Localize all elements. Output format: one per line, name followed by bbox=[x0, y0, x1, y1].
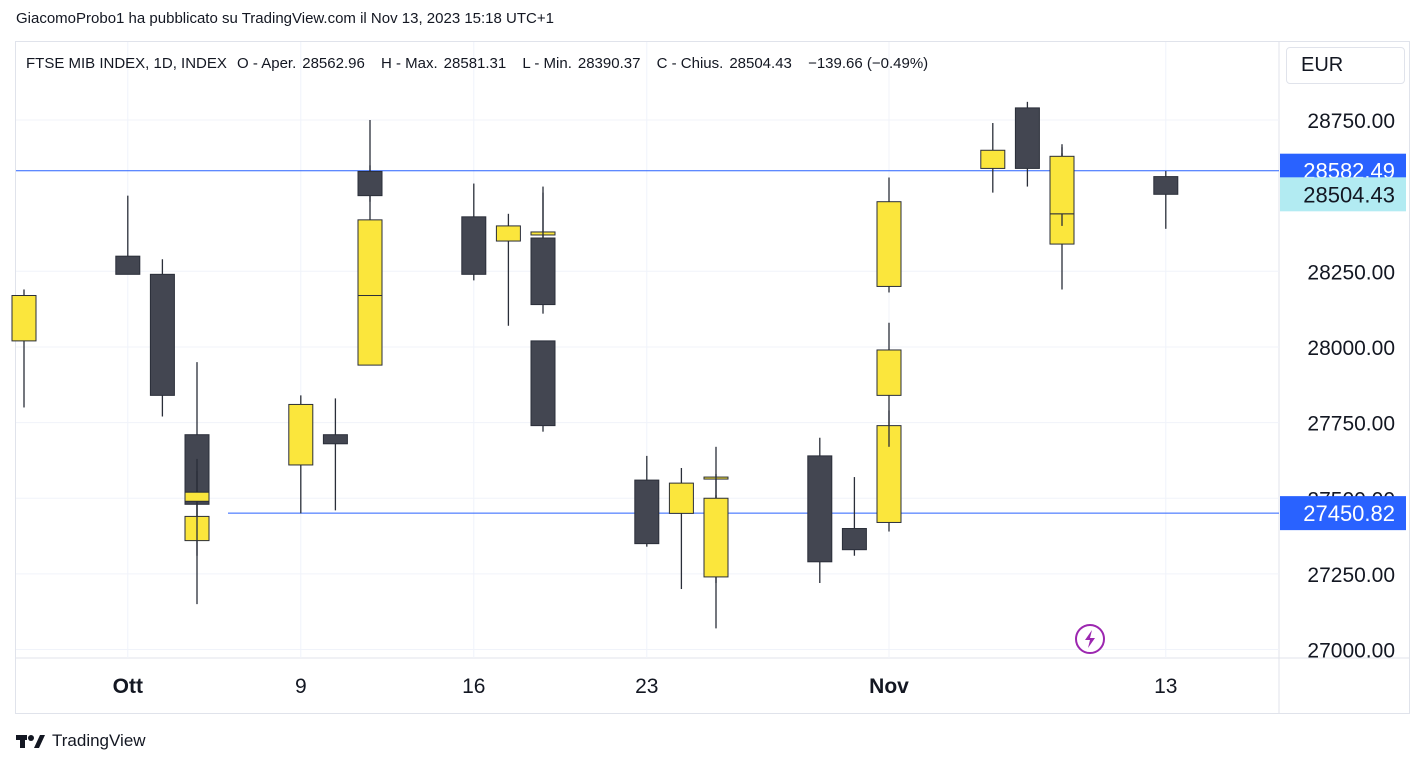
candle bbox=[1014, 101, 1040, 187]
time-tick-label: Nov bbox=[869, 675, 909, 698]
candle-body bbox=[530, 340, 556, 427]
candle bbox=[1049, 147, 1075, 226]
open-label: O - Aper. 28562.96 bbox=[237, 55, 365, 72]
candle-body bbox=[876, 425, 902, 523]
candle-body bbox=[1153, 176, 1179, 195]
chart-frame bbox=[15, 41, 1410, 714]
ohlc-legend: FTSE MIB INDEX, 1D, INDEX O - Aper. 28562… bbox=[26, 55, 934, 72]
currency-selector[interactable]: EUR bbox=[1286, 47, 1405, 84]
price-tick-label: 28750.00 bbox=[1307, 110, 1395, 133]
candle bbox=[184, 458, 210, 556]
candles bbox=[11, 101, 1179, 629]
candle-body bbox=[495, 225, 521, 242]
price-tick-label: 28250.00 bbox=[1307, 261, 1395, 284]
candle bbox=[1153, 171, 1179, 229]
price-tick-label: 28000.00 bbox=[1307, 337, 1395, 360]
grid-lines bbox=[16, 42, 1409, 713]
candle-body bbox=[1049, 155, 1075, 215]
candle-body bbox=[530, 237, 556, 306]
candle bbox=[115, 195, 141, 275]
candle-body bbox=[876, 201, 902, 287]
candle bbox=[149, 259, 175, 417]
candle-body bbox=[634, 479, 660, 545]
candle bbox=[841, 477, 867, 556]
last-price-tag-label: 28504.43 bbox=[1303, 182, 1395, 207]
symbol-label[interactable]: FTSE MIB INDEX, 1D, INDEX bbox=[26, 55, 227, 72]
candle bbox=[876, 410, 902, 532]
candle-body bbox=[357, 219, 383, 297]
candle bbox=[288, 395, 314, 514]
lightning-icon[interactable] bbox=[1075, 624, 1105, 654]
last-price-tag: 28504.43 bbox=[1280, 177, 1406, 212]
candle bbox=[530, 192, 556, 314]
candle-body bbox=[11, 295, 37, 342]
candle bbox=[357, 165, 383, 297]
high-label: H - Max. 28581.31 bbox=[381, 55, 507, 72]
price-tick-label: 27750.00 bbox=[1307, 413, 1395, 436]
candle bbox=[980, 123, 1006, 193]
time-tick-label: 13 bbox=[1154, 675, 1177, 698]
time-axis: Ott 9 16 23 Nov 13 bbox=[113, 675, 1178, 698]
time-tick-label: Ott bbox=[113, 675, 143, 698]
time-tick-label: 16 bbox=[462, 675, 485, 698]
candle-body bbox=[461, 216, 487, 275]
hline-price-tag: 27450.82 bbox=[1280, 496, 1406, 531]
candle-body bbox=[980, 149, 1006, 169]
brand-name: TradingView bbox=[52, 731, 146, 750]
candle-body bbox=[807, 455, 833, 563]
candle-body bbox=[668, 482, 694, 514]
hline-price-tag-label: 27450.82 bbox=[1303, 501, 1395, 526]
candle-body bbox=[149, 273, 175, 396]
candle-body bbox=[357, 170, 383, 197]
candle-body bbox=[1014, 107, 1040, 169]
candle bbox=[11, 289, 37, 408]
time-tick-label: 23 bbox=[635, 675, 658, 698]
candle-body bbox=[115, 255, 141, 275]
candle bbox=[634, 455, 660, 547]
tradingview-logo[interactable]: TradingView bbox=[16, 731, 146, 751]
candle bbox=[530, 340, 556, 432]
candle bbox=[322, 398, 348, 511]
publish-info: GiacomoProbo1 ha pubblicato su TradingVi… bbox=[16, 10, 554, 27]
candle bbox=[876, 322, 902, 447]
candle bbox=[703, 474, 729, 629]
price-tick-label: 27250.00 bbox=[1307, 564, 1395, 587]
candle-body bbox=[876, 349, 902, 396]
change-label: −139.66 (−0.49%) bbox=[808, 55, 929, 72]
candle bbox=[668, 467, 694, 590]
tradingview-icon bbox=[16, 735, 45, 748]
candle-body bbox=[703, 497, 729, 578]
time-tick-label: 9 bbox=[295, 675, 307, 698]
last-price-tag-bg bbox=[1280, 177, 1406, 212]
hline-price-tag-bg bbox=[1280, 496, 1406, 531]
candle bbox=[461, 183, 487, 281]
candle-body bbox=[322, 434, 348, 445]
candle bbox=[876, 177, 902, 293]
candle-body bbox=[288, 403, 314, 466]
close-label: C - Chius. 28504.43 bbox=[656, 55, 792, 72]
candle bbox=[357, 120, 383, 202]
low-label: L - Min. 28390.37 bbox=[522, 55, 641, 72]
candle-body bbox=[841, 528, 867, 551]
candle bbox=[807, 437, 833, 583]
price-tick-label: 27000.00 bbox=[1307, 640, 1395, 663]
candle bbox=[495, 213, 521, 326]
candle-body bbox=[184, 491, 210, 502]
